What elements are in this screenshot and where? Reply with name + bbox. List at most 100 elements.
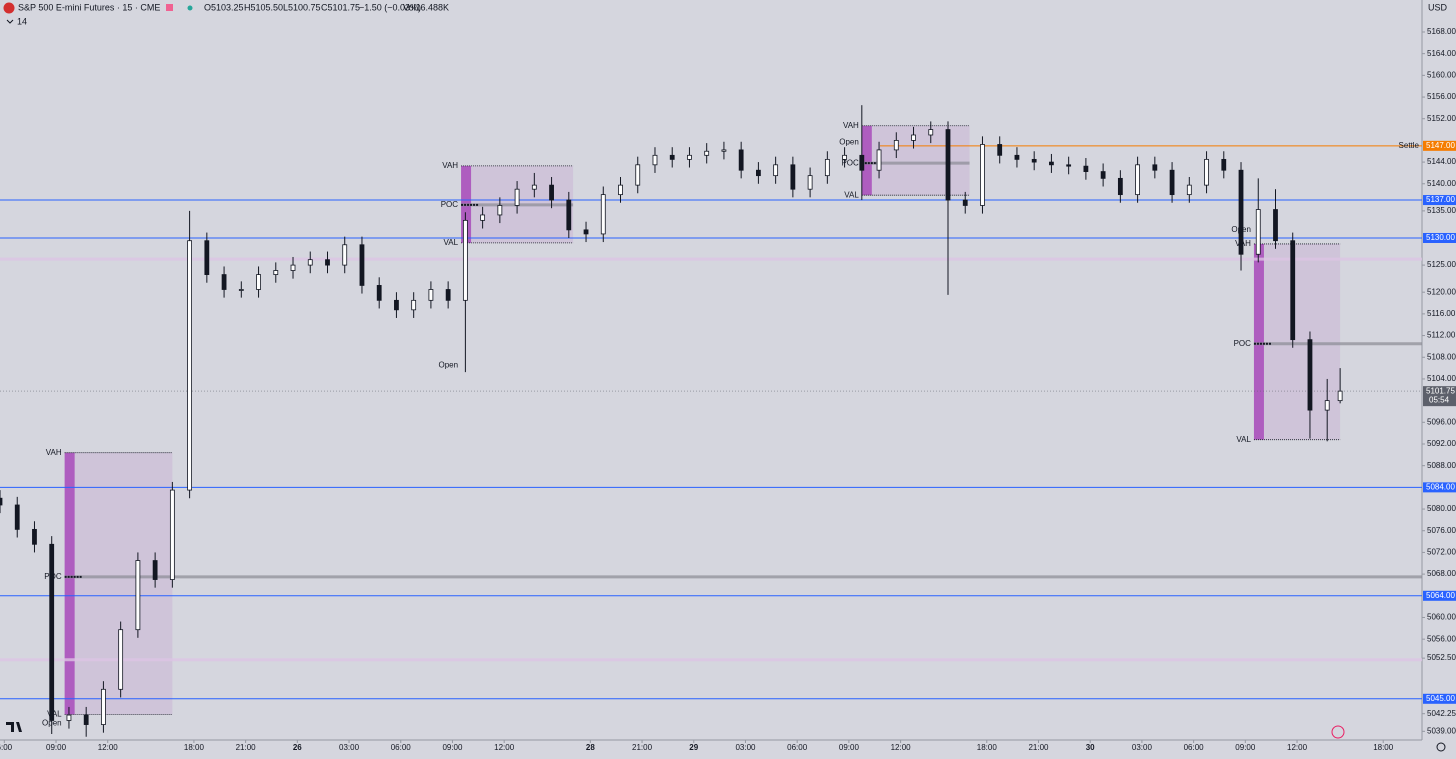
x-tick-label: 12:00 (494, 743, 515, 752)
x-tick-label: 18:00 (1373, 743, 1394, 752)
x-tick-label: 21:00 (236, 743, 257, 752)
candle-body (583, 229, 589, 235)
y-tick-label: 5060.00 (1427, 613, 1456, 622)
candle-body (1221, 158, 1227, 171)
logo-mark[interactable] (6, 722, 22, 732)
candle-body (1324, 400, 1330, 411)
x-tick-label: 18:00 (977, 743, 998, 752)
level-tag (1423, 590, 1456, 601)
candle-body (859, 154, 865, 171)
level-tag (1423, 482, 1456, 493)
x-tick-label: 09:00 (46, 743, 67, 752)
candle-body (462, 219, 468, 301)
candle-body (600, 194, 606, 235)
candle-body (428, 289, 434, 301)
candle-body (1204, 158, 1209, 186)
candle-body (1117, 177, 1123, 196)
candle-body (1169, 169, 1175, 196)
level-label: 5137.00 (1426, 195, 1455, 204)
x-tick-label: 06:00 (391, 743, 412, 752)
x-tick-label: 29 (689, 743, 698, 752)
last-price-label: 5101.75 (1426, 386, 1455, 395)
candle-body (1066, 164, 1072, 167)
level-tag (1423, 195, 1456, 206)
candle-body (49, 543, 55, 721)
x-tick-label: 6:00 (0, 743, 13, 752)
val-label: VAL (47, 710, 62, 719)
x-tick-label: 26 (293, 743, 302, 752)
settings-icon[interactable] (1436, 742, 1446, 752)
candle-body (169, 489, 175, 580)
candle-body (359, 244, 365, 286)
poc-label: POC (841, 158, 859, 167)
y-tick-label: 5144.00 (1427, 157, 1456, 166)
last-price-tag (1423, 386, 1456, 407)
x-tick-label: 03:00 (1132, 743, 1153, 752)
ohlc-high: H5105.50 (244, 2, 283, 12)
y-tick-label: 5096.00 (1427, 417, 1456, 426)
open-label: Open (839, 138, 859, 147)
symbol-title[interactable]: S&P 500 E-mini Futures · 15 · CME (18, 2, 160, 12)
candle-body (1273, 209, 1278, 242)
val-label: VAL (1236, 435, 1251, 444)
ohlc-low: L5100.75 (283, 2, 321, 12)
candle-body (962, 199, 968, 206)
candle-body (66, 714, 72, 721)
x-tick-label: 09:00 (839, 743, 860, 752)
level-tag (1423, 232, 1456, 243)
vah-label: VAH (843, 121, 859, 130)
lightning-icon[interactable] (1331, 725, 1345, 739)
candle-body (221, 274, 227, 290)
candle-body (1337, 390, 1343, 402)
y-tick-label: 5120.00 (1427, 287, 1456, 296)
candle-body (514, 188, 520, 206)
candle-body (893, 140, 899, 151)
profile-column (64, 452, 75, 715)
level-label: 5084.00 (1426, 482, 1455, 491)
candle-body (445, 289, 451, 301)
indicator-count[interactable]: 14 (17, 16, 27, 26)
y-tick-label: 5160.00 (1427, 70, 1456, 79)
candle-body (135, 560, 141, 631)
candle-body (669, 154, 675, 160)
candle-body (635, 164, 641, 186)
candle-body (945, 129, 951, 201)
tv-logo[interactable] (6, 722, 22, 732)
x-tick-label: 18:00 (184, 743, 205, 752)
candle-body (652, 154, 658, 166)
y-tick-label: 5125.00 (1427, 260, 1456, 269)
y-tick-label: 5092.00 (1427, 439, 1456, 448)
candle-body (376, 285, 382, 301)
plot-area: VAHPOCVALOpenVAHPOCVALOpenVAHPOCVALOpenV… (0, 105, 1422, 737)
candle-body (497, 205, 503, 216)
candle-body (549, 184, 554, 201)
candle-body (256, 274, 261, 290)
currency[interactable]: USD (1428, 2, 1448, 12)
candle-body (394, 299, 399, 311)
candle-body (238, 289, 244, 291)
candle-body (204, 240, 210, 275)
collapse-icon[interactable] (6, 19, 14, 24)
y-tick-label: 5164.00 (1427, 49, 1456, 58)
candle-body (842, 154, 847, 160)
candle-body (824, 158, 830, 177)
y-tick-label: 5168.00 (1427, 27, 1456, 36)
candle-body (1238, 169, 1244, 255)
candle-body (911, 134, 916, 141)
candle-body (152, 560, 158, 580)
y-tick-label: 5068.00 (1427, 569, 1456, 578)
y-tick-label: 5039.00 (1427, 726, 1456, 735)
candle-body (1100, 171, 1106, 179)
candle-body (1049, 161, 1054, 166)
x-tick-label: 21:00 (1028, 743, 1049, 752)
flag[interactable] (166, 4, 173, 11)
x-tick-label: 21:00 (632, 743, 653, 752)
x-tick-label: 09:00 (442, 743, 463, 752)
x-tick-label: 06:00 (1184, 743, 1205, 752)
candle-body (1152, 164, 1158, 171)
candle-body (997, 144, 1003, 156)
header: S&P 500 E-mini Futures · 15 · CME O5103.… (3, 2, 1448, 26)
y-tick-label: 5116.00 (1427, 309, 1456, 318)
